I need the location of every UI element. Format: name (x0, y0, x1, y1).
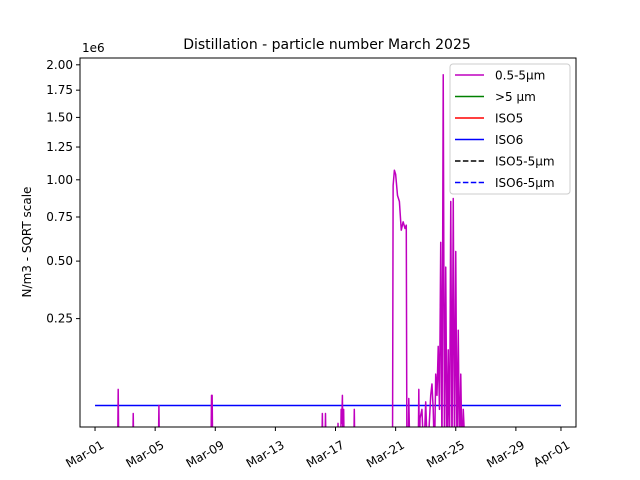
y-tick-label: 1.00 (46, 173, 73, 187)
y-axis-label: N/m3 - SQRT scale (20, 187, 34, 298)
legend-label: >5 µm (495, 90, 536, 104)
legend-label: ISO6-5µm (495, 176, 555, 190)
y-tick-label: 0.25 (46, 312, 73, 326)
y-axis-offset-text: 1e6 (82, 41, 105, 55)
legend-label: ISO5-5µm (495, 155, 555, 169)
chart-title: Distillation - particle number March 202… (183, 37, 471, 53)
series-line (117, 74, 465, 427)
y-tick-label: 2.00 (46, 58, 73, 72)
legend-label: ISO6 (495, 133, 523, 147)
y-tick-label: 0.75 (46, 210, 73, 224)
y-tick-label: 1.75 (46, 83, 73, 97)
y-tick-label: 1.50 (46, 110, 73, 124)
legend-label: ISO5 (495, 112, 523, 126)
legend-box (449, 63, 571, 195)
plot-area (95, 74, 561, 427)
legend: 0.5-5µm >5 µm ISO5 ISO6 ISO5-5µm ISO6-5µm (449, 63, 571, 195)
series-layer (95, 74, 561, 427)
plot-frame (79, 57, 577, 428)
y-tick-label: 0.50 (46, 254, 73, 268)
y-tick-label: 1.25 (46, 140, 73, 154)
legend-label: 0.5-5µm (495, 69, 545, 83)
y-axis-ticks: 0.25 0.50 0.75 1.00 1.25 1.50 1.75 2.00 (46, 58, 80, 326)
